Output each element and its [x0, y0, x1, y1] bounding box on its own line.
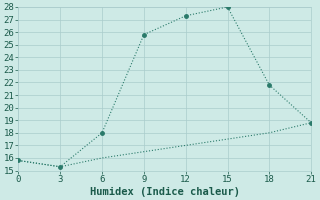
- X-axis label: Humidex (Indice chaleur): Humidex (Indice chaleur): [90, 186, 240, 197]
